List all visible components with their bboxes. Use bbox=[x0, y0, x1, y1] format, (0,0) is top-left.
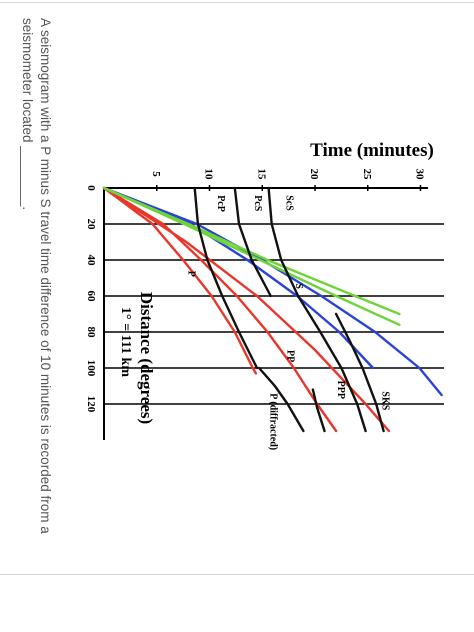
tick-label-distance-40: 40 bbox=[85, 255, 97, 267]
x-axis-subtitle: 1° = 111 km bbox=[118, 307, 133, 377]
series-line-pcs bbox=[233, 186, 272, 298]
phase-label-scs: ScS bbox=[284, 195, 295, 211]
phase-label-sks: SKS bbox=[380, 391, 391, 410]
phase-label-p: P bbox=[185, 271, 196, 277]
tick-label-distance-0: 0 bbox=[85, 185, 97, 191]
series-line-p bbox=[102, 186, 258, 375]
phase-label-pp: PP bbox=[285, 350, 296, 362]
phase-label-p-diffracted: P (diffracted) bbox=[268, 393, 279, 450]
chart-ticks: 0 20 40 60 80 100 120 5 10 15 20 25 30 bbox=[85, 169, 426, 413]
series-line-s-green-2 bbox=[102, 186, 401, 326]
chart-series bbox=[102, 186, 443, 433]
series-line-pkp bbox=[311, 388, 326, 433]
chart-title: Time (minutes) bbox=[310, 140, 434, 161]
phase-label-ppp: PPP bbox=[335, 381, 346, 399]
tick-label-distance-100: 100 bbox=[85, 360, 97, 377]
bottom-divider bbox=[0, 574, 474, 575]
series-line-p-diffracted bbox=[257, 366, 305, 433]
chart-axes bbox=[103, 187, 428, 440]
tick-label-distance-20: 20 bbox=[85, 219, 97, 231]
phase-label-s: S bbox=[293, 283, 304, 289]
tick-label-time-10: 10 bbox=[203, 169, 215, 181]
tick-label-time-30: 30 bbox=[414, 169, 426, 181]
series-line-pcp bbox=[193, 186, 259, 370]
tick-label-time-15: 15 bbox=[255, 169, 267, 181]
tick-label-distance-80: 80 bbox=[85, 327, 97, 339]
top-divider bbox=[0, 2, 474, 3]
phase-label-pcp: PcP bbox=[215, 195, 226, 212]
tick-label-time-5: 5 bbox=[150, 171, 162, 177]
chart-grid bbox=[104, 223, 444, 405]
tick-label-time-25: 25 bbox=[361, 169, 373, 181]
x-axis-title: Distance (degrees) bbox=[137, 292, 156, 424]
phase-label-pcs: PcS bbox=[252, 195, 263, 212]
tick-label-distance-60: 60 bbox=[85, 291, 97, 303]
tick-label-time-20: 20 bbox=[308, 169, 320, 181]
tick-label-distance-120: 120 bbox=[85, 396, 97, 413]
series-line-ppp bbox=[102, 186, 391, 433]
series-line-sks bbox=[334, 312, 385, 433]
series-line-scs bbox=[267, 186, 367, 433]
